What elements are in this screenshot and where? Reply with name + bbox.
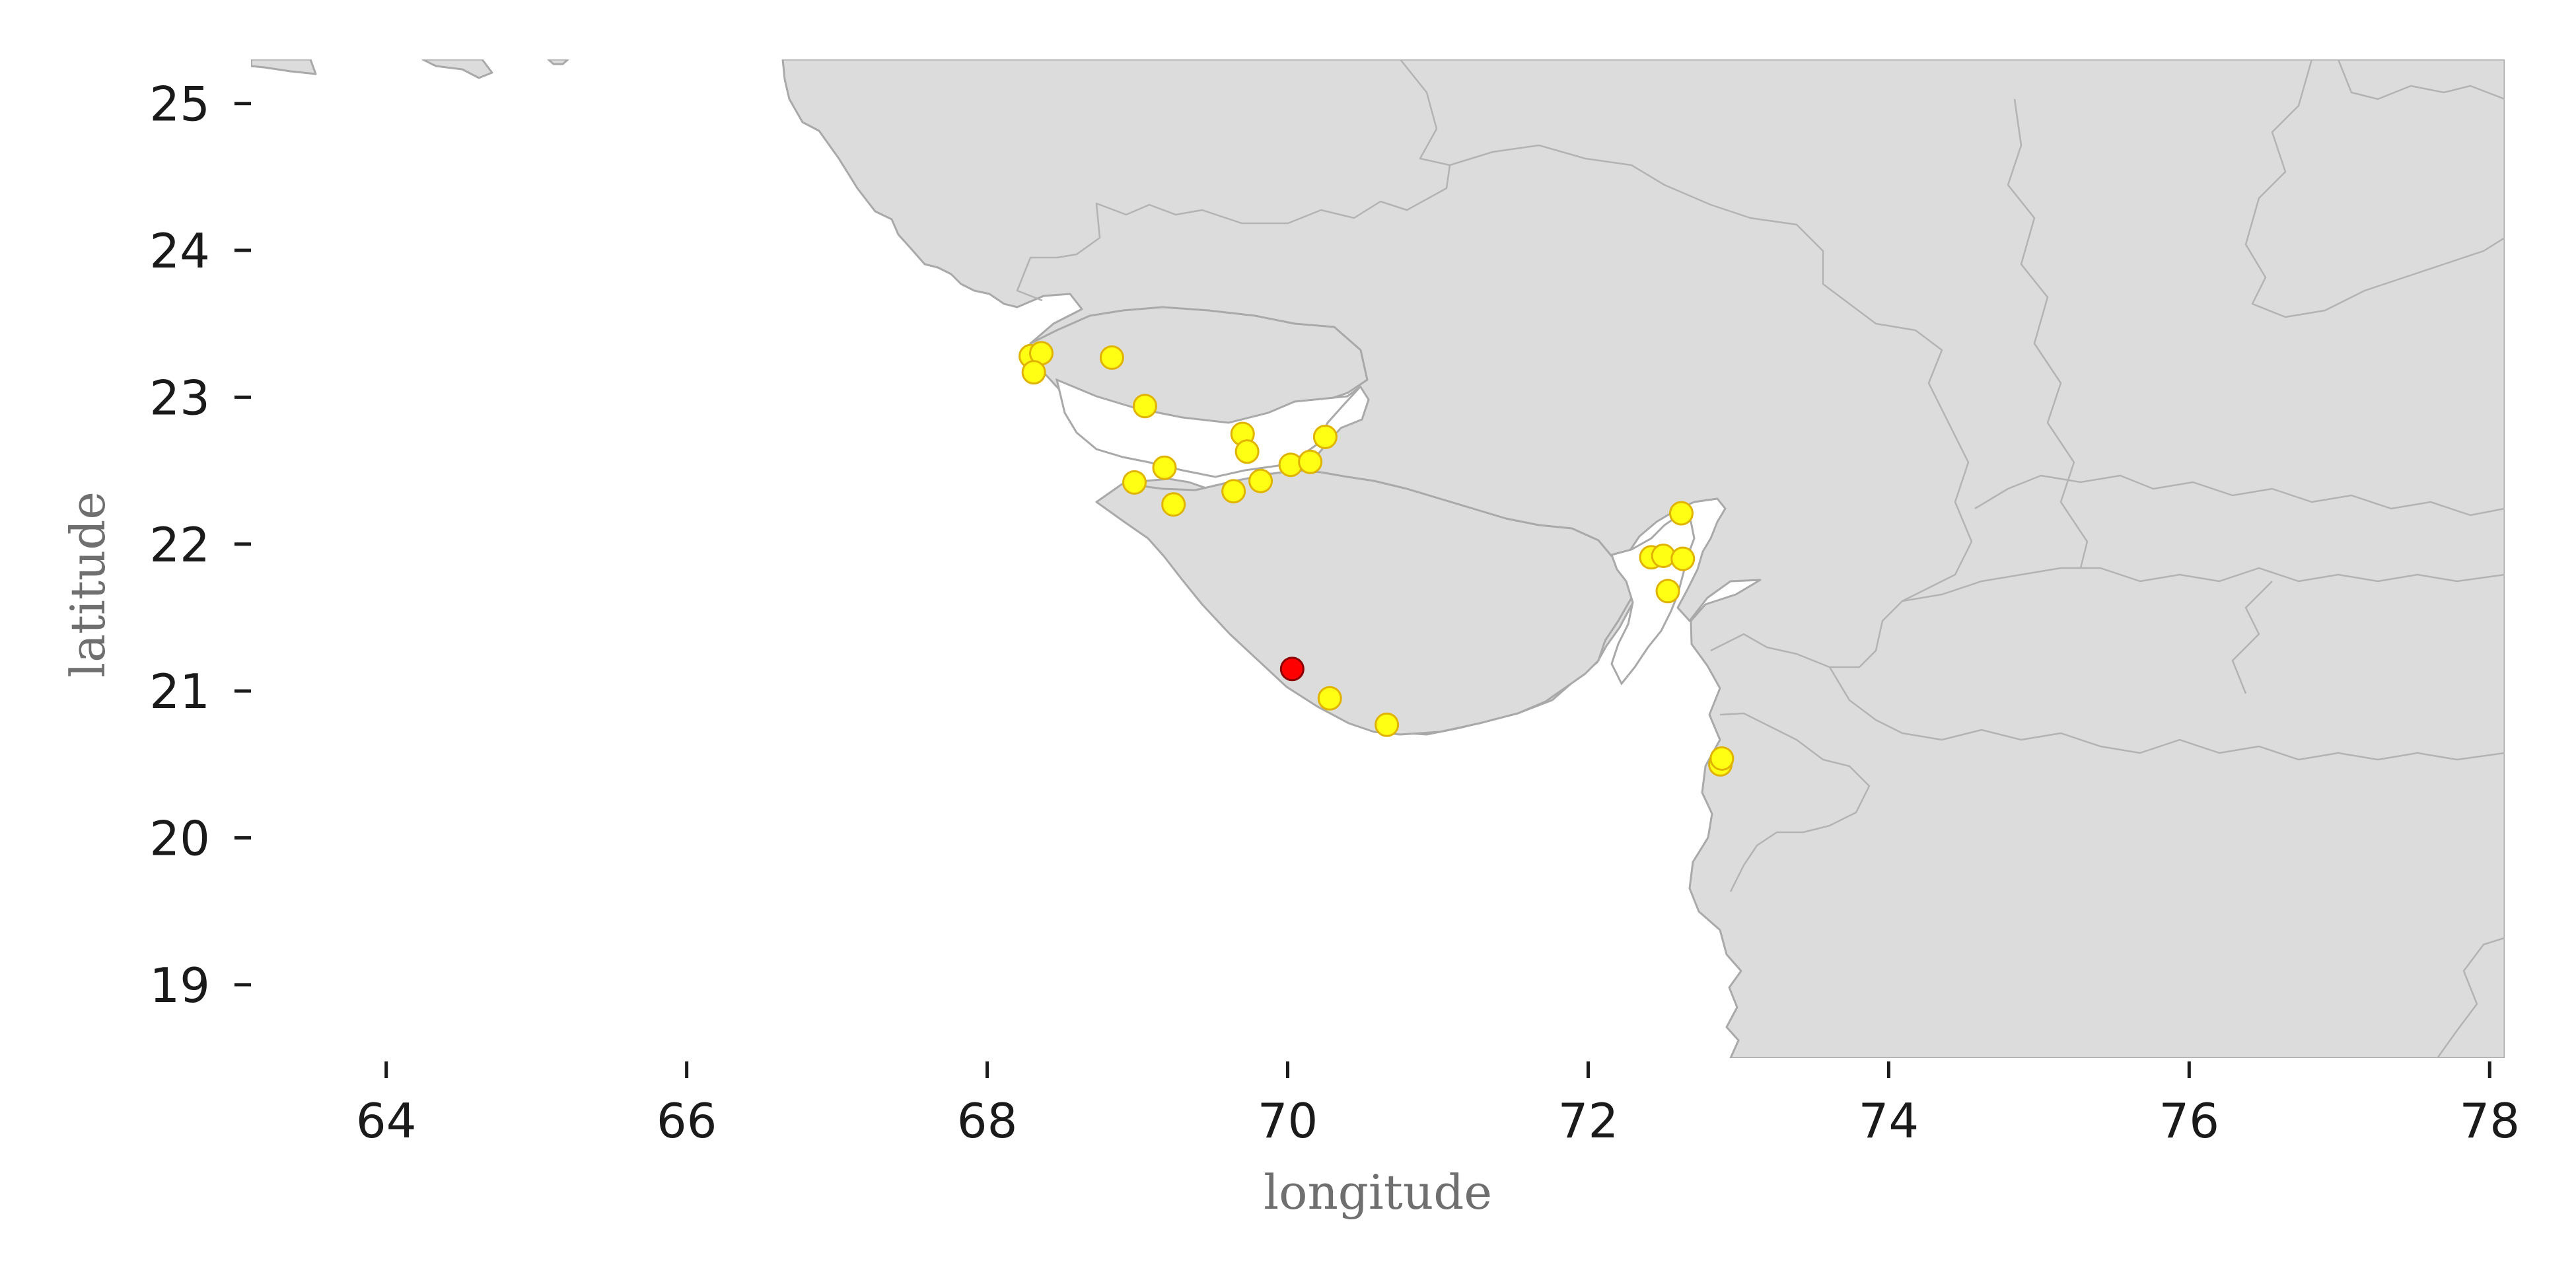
border-gujarat-interior [1974, 474, 2505, 517]
site-marker[interactable] [1298, 449, 1323, 474]
x-tick-label: 74 [1859, 1093, 1919, 1149]
site-marker[interactable] [1021, 360, 1046, 385]
site-marker[interactable] [1670, 546, 1696, 571]
site-marker[interactable] [1317, 686, 1342, 711]
site-marker[interactable] [1248, 468, 1273, 493]
border-northeast [2244, 59, 2505, 318]
x-axis: 64 66 68 70 72 74 76 78 [356, 1061, 2520, 1149]
site-marker[interactable] [1668, 501, 1694, 526]
x-tick-label: 66 [657, 1093, 717, 1149]
y-tick-label: 23 [149, 370, 210, 425]
site-marker[interactable] [1132, 394, 1157, 419]
island-west-2 [421, 59, 493, 79]
border-maharashtra-south [1719, 712, 1871, 892]
border-right-river [2231, 581, 2273, 694]
site-marker[interactable] [1122, 470, 1147, 495]
border-rajasthan-mp [1902, 567, 2505, 602]
x-tick-label: 64 [356, 1093, 417, 1149]
site-marker[interactable] [1234, 439, 1260, 464]
y-tick-label: 19 [149, 958, 210, 1013]
y-tick-label: 20 [149, 810, 210, 866]
site-marker[interactable] [1161, 492, 1186, 517]
y-tick-label: 25 [149, 77, 210, 132]
y-axis: 25 24 23 22 21 20 19 [149, 77, 251, 1013]
island-west-1 [251, 59, 317, 75]
border-gujarat-rajasthan [1449, 144, 1973, 668]
site-marker[interactable] [1375, 712, 1400, 737]
x-tick-label: 68 [957, 1093, 1018, 1149]
border-rajasthan-inner [2007, 98, 2089, 569]
y-tick-label: 24 [149, 223, 210, 279]
island-west-3 [547, 59, 569, 65]
site-marker[interactable] [1709, 746, 1735, 771]
site-marker[interactable] [1312, 424, 1338, 449]
x-tick-label: 78 [2459, 1093, 2520, 1149]
x-tick-label: 70 [1258, 1093, 1318, 1149]
border-top-right [2337, 59, 2505, 100]
points-layer [1019, 341, 1735, 777]
y-axis-title: latitude [60, 491, 116, 678]
border-mp-maharashtra [1828, 666, 2505, 761]
site-marker[interactable] [1221, 479, 1246, 504]
border-bottom-right [2436, 937, 2505, 1058]
site-marker[interactable] [1152, 455, 1177, 480]
x-tick-label: 76 [2159, 1093, 2220, 1149]
y-tick-label: 21 [149, 664, 210, 719]
x-axis-title: longitude [1264, 1164, 1492, 1220]
border-pakistan-india [1016, 59, 1451, 302]
highlighted-site-marker[interactable] [1279, 657, 1305, 682]
site-marker[interactable] [1655, 579, 1680, 604]
y-tick-label: 22 [149, 517, 210, 573]
map-area[interactable] [251, 59, 2505, 1058]
x-tick-label: 72 [1558, 1093, 1619, 1149]
saurashtra-peninsula [1095, 469, 1646, 736]
site-marker[interactable] [1099, 345, 1124, 370]
